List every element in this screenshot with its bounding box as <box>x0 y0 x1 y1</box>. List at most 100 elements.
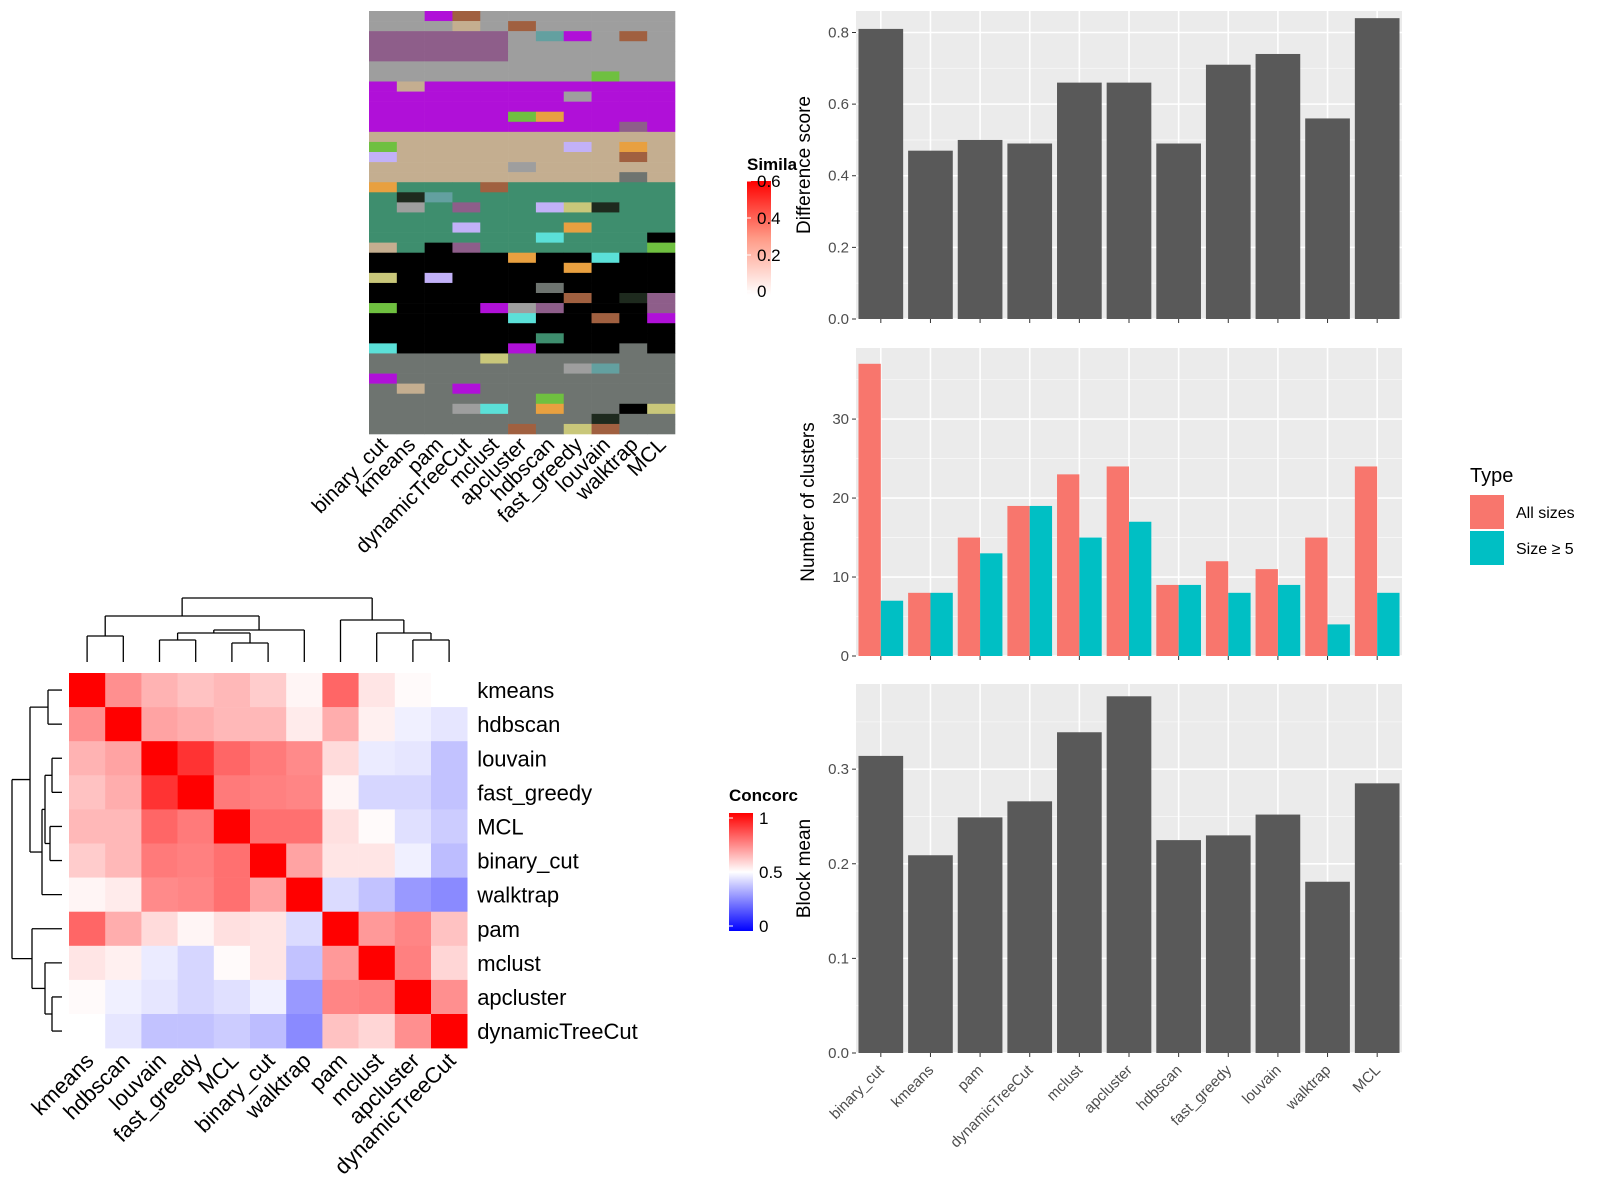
membership-cell <box>396 383 425 395</box>
membership-cell <box>369 313 398 324</box>
membership-cell <box>508 353 537 364</box>
membership-cell <box>396 232 425 243</box>
membership-cell <box>424 252 453 264</box>
membership-cell <box>647 131 676 143</box>
membership-cell <box>563 61 592 72</box>
membership-cell <box>396 21 425 32</box>
concordance-cell <box>394 911 432 947</box>
membership-cell <box>424 61 453 72</box>
concordance-cell <box>141 877 178 912</box>
membership-cell <box>563 373 592 384</box>
membership-cell <box>563 111 592 123</box>
concordance-cell <box>105 945 142 981</box>
bar-kmeans <box>908 150 953 319</box>
concordance-cell <box>431 911 468 947</box>
membership-cell <box>563 282 592 294</box>
concordance-cell <box>141 1014 178 1049</box>
concordance-cell <box>213 979 251 1015</box>
type-legend-title: Type <box>1470 465 1513 487</box>
membership-cell <box>619 262 648 274</box>
membership-cell <box>619 252 648 264</box>
concordance-cell <box>177 911 215 947</box>
concordance-cell <box>358 775 396 810</box>
membership-cell <box>591 293 620 304</box>
membership-cell <box>619 111 648 123</box>
membership-cell <box>369 121 398 133</box>
concordance-cell <box>250 911 287 947</box>
membership-cell <box>424 403 453 415</box>
membership-cell <box>563 11 592 22</box>
y-tick-label: 10 <box>832 569 849 586</box>
membership-cell <box>480 131 509 143</box>
membership-cell <box>452 202 481 213</box>
concordance-cell <box>177 843 215 878</box>
membership-cell <box>369 282 398 294</box>
membership-cell <box>647 11 676 22</box>
membership-cell <box>563 353 592 364</box>
membership-cell <box>619 81 648 92</box>
bar-size5-hdbscan <box>1178 584 1201 656</box>
membership-cell <box>369 413 398 425</box>
membership-cell <box>619 383 648 395</box>
membership-cell <box>396 202 425 213</box>
similarity-heatmap <box>10 10 358 358</box>
membership-cell <box>452 242 481 254</box>
membership-cell <box>452 141 481 153</box>
membership-cell <box>591 152 620 163</box>
concordance-cell <box>213 707 251 742</box>
y-tick-label: 0 <box>841 648 849 665</box>
membership-cell <box>535 31 565 42</box>
membership-cell <box>619 232 648 243</box>
membership-cell <box>563 313 592 324</box>
membership-cell <box>480 383 509 395</box>
membership-cell <box>647 121 676 133</box>
membership-cell <box>508 222 537 233</box>
membership-cell <box>508 202 537 213</box>
membership-cell <box>369 403 398 415</box>
bar-binary_cut <box>858 755 904 1053</box>
membership-cell <box>619 91 648 102</box>
membership-cell <box>535 423 565 435</box>
membership-cell <box>452 111 481 123</box>
membership-cell <box>591 172 620 183</box>
membership-cell <box>452 182 481 193</box>
membership-cell <box>619 41 648 52</box>
membership-cell <box>535 21 565 32</box>
membership-cell <box>535 403 565 415</box>
membership-cell <box>480 242 509 254</box>
concordance-cell <box>105 707 142 742</box>
y-tick-label: 0.2 <box>828 239 849 256</box>
membership-cell <box>508 252 537 264</box>
membership-cell <box>647 313 676 324</box>
concordance-cell <box>105 673 142 708</box>
membership-cell <box>563 252 592 264</box>
y-axis-title: Block mean <box>794 819 815 918</box>
membership-cell <box>591 413 620 425</box>
concordance-cell <box>141 741 178 776</box>
membership-cell <box>480 81 509 92</box>
membership-cell <box>647 333 676 344</box>
membership-cell <box>452 71 481 82</box>
membership-cell <box>480 393 509 405</box>
membership-cell <box>619 242 648 254</box>
difference-score-chart: 0.0 0.2 0.4 0.6 0.8 Difference score <box>794 11 1402 328</box>
membership-cell <box>647 383 676 395</box>
concordance-cell <box>431 945 468 981</box>
concordance-cell <box>177 673 215 708</box>
concordance-cell <box>69 1014 106 1049</box>
membership-cell <box>591 383 620 395</box>
bar-size5-fast_greedy <box>1228 592 1251 656</box>
membership-cell <box>619 272 648 284</box>
membership-cell <box>508 162 537 173</box>
bar-size5-MCL <box>1377 592 1400 656</box>
concordance-cell <box>213 741 251 776</box>
membership-cell <box>424 121 453 133</box>
membership-cell <box>508 413 537 425</box>
membership-cell <box>396 393 425 405</box>
membership-cell <box>535 262 565 274</box>
bar-dynamicTreeCut <box>1007 801 1053 1053</box>
membership-cell <box>424 152 453 163</box>
membership-cell <box>452 373 481 384</box>
membership-cell <box>424 383 453 395</box>
concordance-cell <box>141 945 178 981</box>
